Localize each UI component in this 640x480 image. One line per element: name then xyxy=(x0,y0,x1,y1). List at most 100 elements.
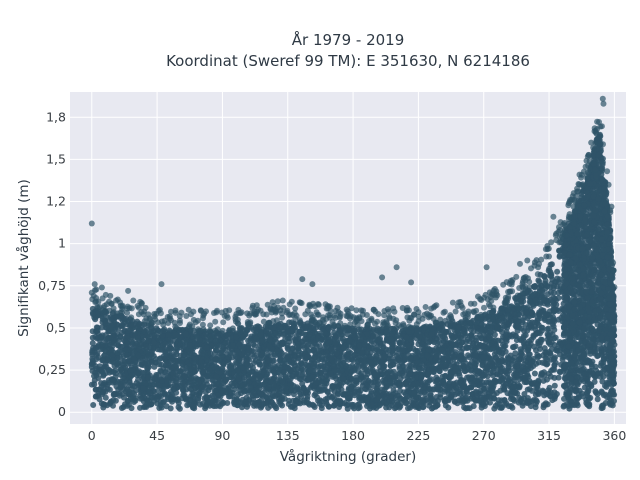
data-point xyxy=(282,373,289,380)
data-point xyxy=(566,405,573,412)
data-point xyxy=(283,390,290,397)
data-point xyxy=(140,404,147,411)
data-point xyxy=(512,350,519,357)
data-point xyxy=(159,377,165,384)
data-point xyxy=(546,338,552,345)
data-point xyxy=(272,403,279,410)
data-point xyxy=(170,370,177,377)
data-point xyxy=(257,390,264,397)
data-point xyxy=(214,392,221,399)
data-point xyxy=(253,402,260,409)
data-point xyxy=(257,331,264,338)
data-point xyxy=(468,374,475,381)
data-point xyxy=(135,335,141,342)
data-point xyxy=(92,393,99,400)
data-point xyxy=(166,327,173,334)
data-point xyxy=(293,370,299,377)
data-point xyxy=(144,365,151,372)
data-point xyxy=(516,305,523,312)
data-point xyxy=(434,340,441,347)
data-point xyxy=(478,404,485,411)
data-point xyxy=(542,355,549,362)
data-point xyxy=(273,390,280,397)
data-point xyxy=(234,355,241,361)
data-point xyxy=(324,389,331,396)
data-point xyxy=(538,324,545,331)
data-point xyxy=(281,360,288,367)
data-point xyxy=(94,312,101,319)
data-point xyxy=(89,340,96,347)
data-point xyxy=(500,322,507,329)
data-point xyxy=(461,404,468,411)
data-point xyxy=(284,364,291,371)
data-point xyxy=(219,400,226,407)
data-point xyxy=(192,384,199,391)
data-point xyxy=(161,398,168,405)
data-point xyxy=(348,375,355,382)
data-point xyxy=(154,396,161,402)
data-point xyxy=(318,369,325,376)
data-point xyxy=(410,398,417,404)
data-point xyxy=(368,388,375,395)
data-point xyxy=(399,347,406,354)
data-point xyxy=(552,334,559,341)
data-point xyxy=(387,352,394,359)
data-point xyxy=(294,365,301,372)
data-point xyxy=(173,348,179,355)
data-point xyxy=(531,319,538,326)
data-point xyxy=(506,376,513,383)
data-point xyxy=(109,316,116,323)
data-point xyxy=(340,391,347,398)
data-point xyxy=(276,352,283,359)
data-point xyxy=(548,346,555,353)
data-point xyxy=(337,335,344,342)
data-point xyxy=(159,332,166,339)
data-point xyxy=(445,380,452,387)
data-point xyxy=(492,354,499,361)
data-point xyxy=(315,365,322,371)
data-point xyxy=(493,390,500,396)
data-point xyxy=(544,326,551,333)
data-point xyxy=(332,334,339,341)
data-point xyxy=(340,358,347,365)
data-point xyxy=(464,389,470,396)
data-point xyxy=(167,346,174,352)
data-point xyxy=(419,352,426,359)
data-point xyxy=(505,306,512,313)
data-point xyxy=(513,333,519,339)
data-point xyxy=(524,362,531,369)
data-point xyxy=(538,371,545,378)
data-point xyxy=(551,382,558,389)
data-point xyxy=(405,362,412,369)
data-point xyxy=(206,367,213,374)
data-point xyxy=(468,359,475,365)
data-point xyxy=(103,336,110,343)
data-point xyxy=(265,357,272,364)
data-point xyxy=(212,356,218,363)
data-point xyxy=(327,370,334,377)
data-point xyxy=(364,348,371,355)
data-point xyxy=(385,369,392,376)
data-point xyxy=(468,367,474,374)
data-point xyxy=(108,322,115,329)
data-point xyxy=(104,357,111,363)
data-point xyxy=(373,352,379,359)
data-point xyxy=(504,390,511,397)
data-point xyxy=(536,309,543,316)
data-point xyxy=(283,385,289,392)
data-point xyxy=(403,399,410,406)
data-point xyxy=(442,398,448,405)
data-point xyxy=(508,403,515,409)
data-point xyxy=(531,284,538,291)
data-point xyxy=(148,394,155,401)
data-point xyxy=(514,372,521,379)
data-point xyxy=(531,291,538,298)
data-point xyxy=(172,378,179,385)
data-point xyxy=(195,396,201,403)
data-point xyxy=(547,261,554,268)
data-point xyxy=(267,331,274,337)
data-point xyxy=(128,372,135,379)
data-point xyxy=(124,402,131,409)
data-point xyxy=(291,359,297,366)
data-point xyxy=(524,315,531,322)
